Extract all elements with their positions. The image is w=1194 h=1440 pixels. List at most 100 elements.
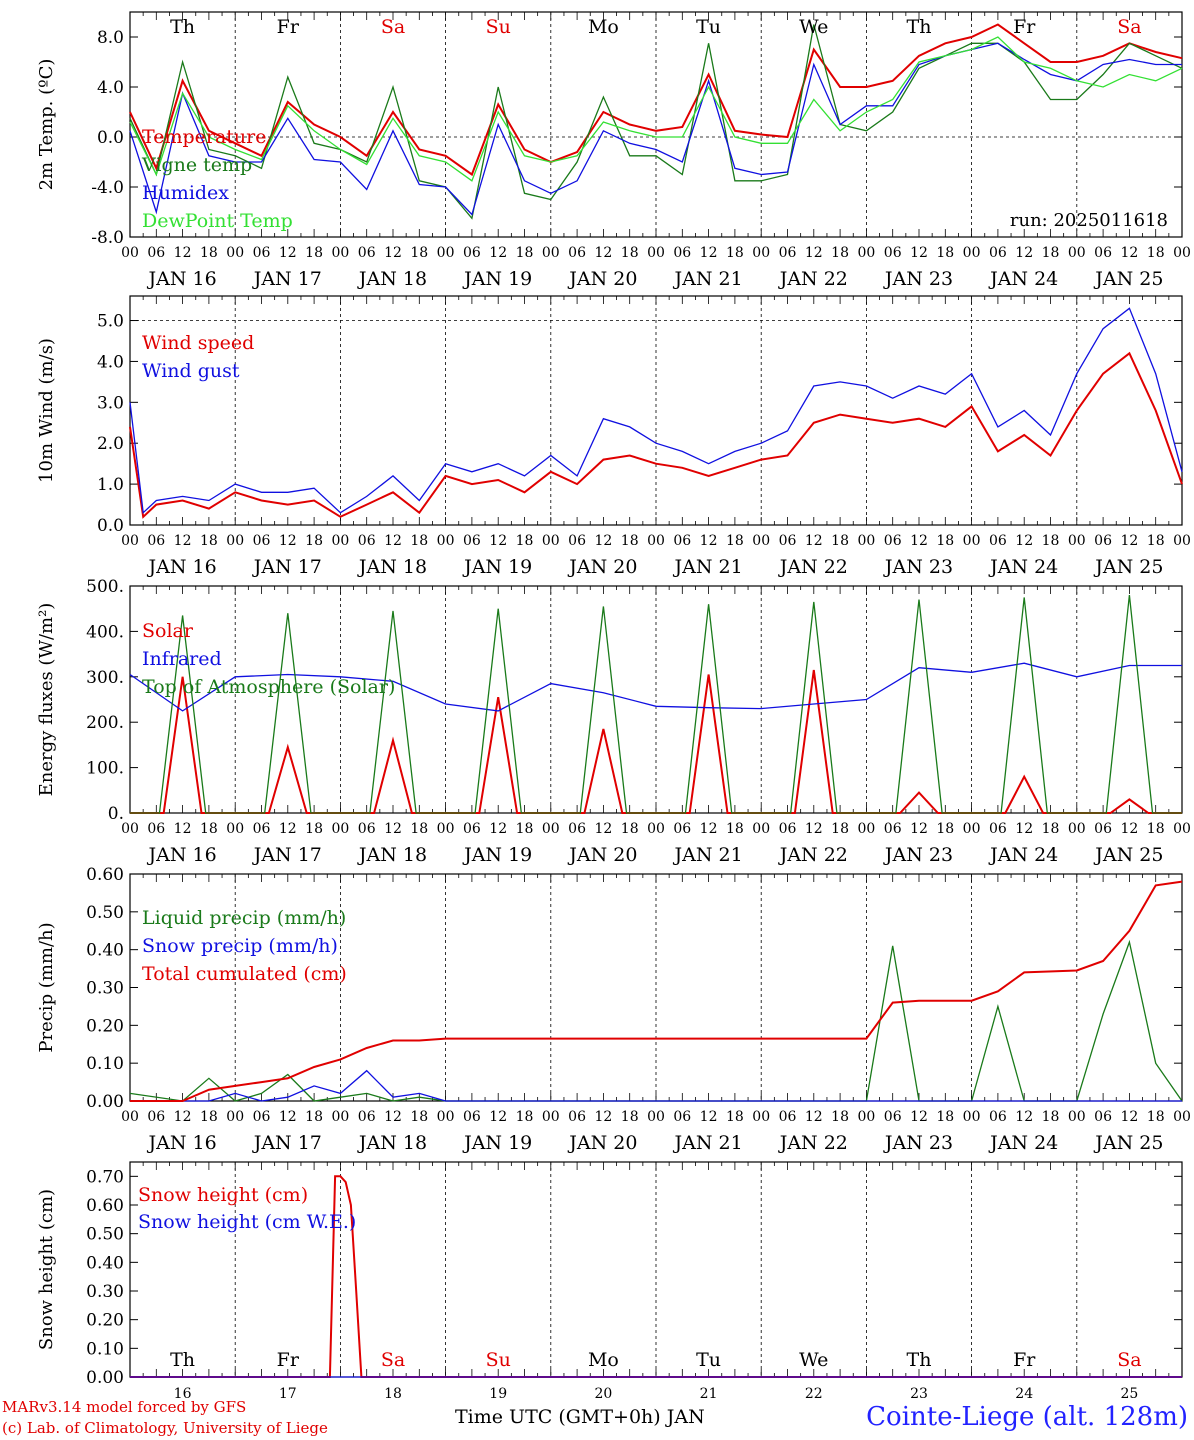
hour-tick-label: 00: [963, 245, 981, 261]
hour-tick-label: 12: [174, 821, 192, 837]
y-tick-label: 0.0: [97, 516, 124, 536]
hour-tick-label: 18: [200, 821, 218, 837]
y-tick-label: 0.0: [97, 128, 124, 148]
date-label: JAN 19: [462, 844, 532, 866]
hour-tick-label: 00: [1173, 533, 1191, 549]
series-line-snow-height-cm-: [130, 1175, 1182, 1378]
hour-tick-label: 06: [253, 533, 271, 549]
hour-tick-label: 18: [200, 533, 218, 549]
hour-tick-label: 12: [594, 533, 612, 549]
hour-tick-label: 18: [831, 533, 849, 549]
hour-tick-label: 06: [989, 1109, 1007, 1125]
date-label: JAN 18: [357, 1132, 427, 1154]
hour-tick-label: 12: [489, 1109, 507, 1125]
hour-tick-label: 00: [963, 1109, 981, 1125]
series-line-top-of-atmosphere-solar-: [130, 595, 1182, 814]
y-tick-label: 400.: [86, 622, 124, 642]
y-tick-label: 200.: [86, 713, 124, 733]
hour-tick-label: 00: [752, 533, 770, 549]
y-tick-label: 0.50: [86, 1225, 124, 1245]
legend-entry: Top of Atmosphere (Solar): [142, 676, 395, 698]
legend-entry: Snow precip (mm/h): [142, 935, 338, 957]
hour-tick-label: 06: [568, 1109, 586, 1125]
hour-tick-label: 06: [463, 245, 481, 261]
panel-2: [129, 295, 1183, 526]
y-tick-label: 8.0: [97, 28, 124, 48]
hour-tick-label: 06: [463, 533, 481, 549]
hour-tick-label: 00: [647, 1109, 665, 1125]
y-tick-label: 0.10: [86, 1339, 124, 1359]
panel-5: [129, 1161, 1183, 1378]
hour-tick-label: 18: [305, 245, 323, 261]
date-label: JAN 20: [567, 268, 637, 290]
hour-tick-label: 18: [621, 245, 639, 261]
y-tick-label: 0.40: [86, 1253, 124, 1273]
date-label: JAN 22: [778, 556, 848, 578]
weekday-label: Sa: [381, 1349, 405, 1371]
legend-entry: Infrared: [142, 648, 222, 670]
hour-tick-label: 12: [279, 821, 297, 837]
hour-tick-label: 06: [463, 821, 481, 837]
hour-tick-label: 12: [805, 821, 823, 837]
station-title: Cointe-Liege (alt. 128m): [866, 1402, 1188, 1432]
hour-tick-label: 00: [121, 1109, 139, 1125]
hour-tick-label: 18: [831, 1109, 849, 1125]
hour-tick-label: 18: [831, 245, 849, 261]
hour-tick-label: 12: [910, 1109, 928, 1125]
day-number-label: 19: [489, 1386, 507, 1402]
hour-tick-label: 12: [805, 1109, 823, 1125]
series-line-wind-gust: [129, 307, 1183, 515]
series-line-snow-precip-mm-h-: [130, 1069, 1182, 1102]
y-tick-label: 0.20: [86, 1311, 124, 1331]
hour-tick-label: 12: [1120, 533, 1138, 549]
legend-entry: Vigne temp: [141, 154, 252, 176]
hour-tick-label: 12: [700, 245, 718, 261]
hour-tick-label: 00: [437, 245, 455, 261]
legend-entry: Wind gust: [142, 360, 240, 382]
legend-entry: Humidex: [142, 182, 229, 204]
weekday-label: We: [799, 1349, 828, 1371]
date-label: JAN 20: [567, 844, 637, 866]
y-axis-label: Precip (mm/h): [36, 922, 57, 1052]
hour-tick-label: 06: [884, 1109, 902, 1125]
hour-tick-label: 18: [1042, 533, 1060, 549]
date-label: JAN 23: [883, 268, 953, 290]
hour-tick-label: 18: [516, 821, 534, 837]
date-label: JAN 25: [1093, 556, 1163, 578]
hour-tick-label: 06: [673, 533, 691, 549]
y-tick-label: 0.00: [86, 1092, 124, 1112]
hour-tick-label: 12: [279, 533, 297, 549]
hour-tick-label: 06: [147, 1109, 165, 1125]
hour-tick-label: 06: [568, 821, 586, 837]
hour-tick-label: 06: [779, 1109, 797, 1125]
date-label: JAN 25: [1093, 1132, 1163, 1154]
day-number-label: 18: [384, 1386, 402, 1402]
date-label: JAN 16: [147, 844, 217, 866]
hour-tick-label: 12: [489, 533, 507, 549]
y-axis-label: Energy fluxes (W/m²): [36, 603, 57, 797]
hour-tick-label: 12: [594, 821, 612, 837]
hour-tick-label: 18: [1147, 533, 1165, 549]
weekday-label: Fr: [277, 1349, 300, 1371]
y-tick-label: 0.: [108, 804, 124, 824]
date-label: JAN 22: [778, 268, 848, 290]
hour-tick-label: 00: [1068, 245, 1086, 261]
y-tick-label: 0.30: [86, 979, 124, 999]
date-label: JAN 23: [883, 556, 953, 578]
hour-tick-label: 00: [1173, 245, 1191, 261]
hour-tick-label: 06: [884, 533, 902, 549]
hour-tick-label: 12: [1120, 821, 1138, 837]
series-line-total-cumulated-cm-: [130, 880, 1183, 1102]
hour-tick-label: 18: [936, 1109, 954, 1125]
date-label: JAN 24: [988, 844, 1058, 866]
hour-tick-label: 12: [279, 245, 297, 261]
y-tick-label: 0.40: [86, 941, 124, 961]
day-number-label: 24: [1015, 1386, 1033, 1402]
hour-tick-label: 06: [568, 533, 586, 549]
hour-tick-label: 06: [779, 533, 797, 549]
hour-tick-label: 06: [673, 821, 691, 837]
hour-tick-label: 18: [516, 1109, 534, 1125]
hour-tick-label: 12: [489, 821, 507, 837]
hour-tick-label: 18: [936, 533, 954, 549]
hour-tick-label: 18: [1147, 1109, 1165, 1125]
